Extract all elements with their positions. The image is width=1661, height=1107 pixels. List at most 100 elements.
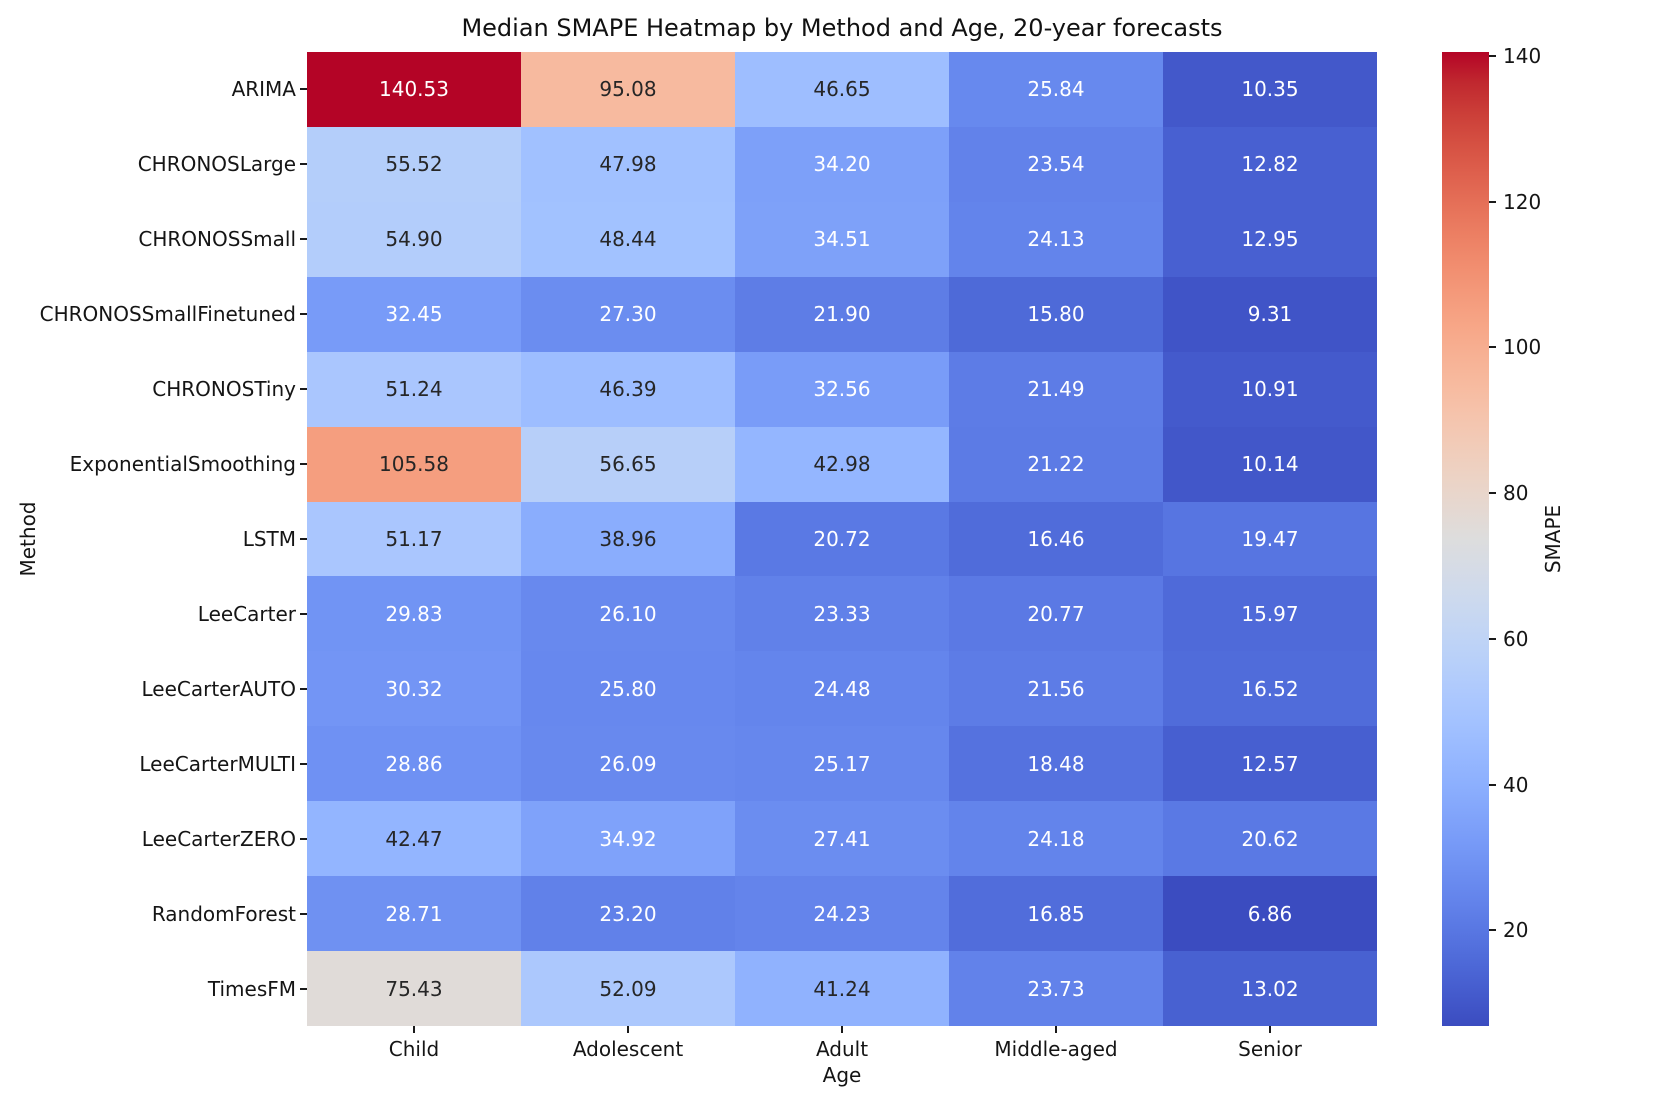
x-tick-mark — [1269, 1026, 1271, 1033]
heatmap-cell: 6.86 — [1163, 876, 1377, 952]
y-tick-mark — [300, 88, 307, 91]
cell-value: 21.22 — [1027, 452, 1085, 477]
heatmap-cell: 24.48 — [735, 651, 949, 727]
heatmap-cell: 46.39 — [521, 351, 735, 427]
y-tick-mark — [300, 238, 307, 241]
cell-value: 21.49 — [1027, 377, 1085, 402]
heatmap-cell: 95.08 — [521, 52, 735, 127]
colorbar-tick-mark — [1489, 200, 1496, 203]
heatmap-cell: 10.35 — [1163, 52, 1377, 127]
heatmap-cell: 25.84 — [949, 52, 1163, 127]
heatmap-cell: 26.10 — [521, 576, 735, 652]
cell-value: 29.83 — [385, 601, 443, 626]
cell-value: 10.14 — [1241, 452, 1299, 477]
cell-value: 21.56 — [1027, 676, 1085, 701]
x-tick-mark — [841, 1026, 843, 1033]
colorbar-tick-label: 80 — [1503, 481, 1529, 506]
cell-value: 13.02 — [1241, 976, 1299, 1001]
chart-title: Median SMAPE Heatmap by Method and Age, … — [461, 14, 1223, 42]
heatmap-cell: 18.48 — [949, 726, 1163, 802]
heatmap-cell: 16.52 — [1163, 651, 1377, 727]
y-tick-mark — [300, 912, 307, 915]
heatmap-cell: 20.77 — [949, 576, 1163, 652]
colorbar-tick-label: 140 — [1503, 43, 1542, 68]
heatmap-cell: 75.43 — [307, 951, 521, 1026]
heatmap-cell: 48.44 — [521, 201, 735, 277]
x-tick-label: Middle-aged — [994, 1037, 1118, 1061]
x-tick-label: Child — [388, 1037, 440, 1061]
cell-value: 18.48 — [1027, 751, 1085, 776]
colorbar-tick-mark — [1489, 929, 1496, 932]
heatmap-cell: 21.22 — [949, 426, 1163, 502]
heatmap-cell: 15.80 — [949, 276, 1163, 352]
heatmap-cell: 20.72 — [735, 501, 949, 577]
heatmap-cell: 34.92 — [521, 801, 735, 877]
heatmap-cell: 19.47 — [1163, 501, 1377, 577]
y-tick-label: CHRONOSTiny — [152, 377, 296, 402]
colorbar-tick-label: 60 — [1503, 626, 1529, 651]
cell-value: 32.45 — [385, 302, 443, 327]
y-tick-mark — [300, 762, 307, 765]
cell-value: 25.80 — [599, 676, 657, 701]
cell-value: 24.23 — [813, 901, 871, 926]
heatmap-cell: 54.90 — [307, 201, 521, 277]
heatmap-cell: 25.17 — [735, 726, 949, 802]
heatmap-cell: 41.24 — [735, 951, 949, 1026]
heatmap-cell: 29.83 — [307, 576, 521, 652]
cell-value: 23.54 — [1027, 152, 1085, 177]
cell-value: 41.24 — [813, 976, 871, 1001]
heatmap-cell: 32.45 — [307, 276, 521, 352]
cell-value: 12.95 — [1241, 227, 1299, 252]
x-tick-label: Adolescent — [572, 1037, 684, 1061]
cell-value: 27.30 — [599, 302, 657, 327]
cell-value: 95.08 — [599, 77, 657, 102]
heatmap-cell: 12.95 — [1163, 201, 1377, 277]
colorbar-tick-label: 100 — [1503, 335, 1542, 360]
cell-value: 23.20 — [599, 901, 657, 926]
heatmap-cell: 13.02 — [1163, 951, 1377, 1026]
heatmap-cell: 51.17 — [307, 501, 521, 577]
cell-value: 75.43 — [385, 976, 443, 1001]
heatmap-cell: 24.18 — [949, 801, 1163, 877]
cell-value: 34.20 — [813, 152, 871, 177]
heatmap-cell: 42.98 — [735, 426, 949, 502]
heatmap-cell: 27.30 — [521, 276, 735, 352]
cell-value: 51.24 — [385, 377, 443, 402]
y-tick-label: LeeCarterMULTI — [139, 751, 296, 776]
heatmap-cell: 16.46 — [949, 501, 1163, 577]
cell-value: 15.97 — [1241, 601, 1299, 626]
colorbar-tick-label: 20 — [1503, 918, 1529, 943]
x-tick-label: Adult — [815, 1037, 869, 1061]
cell-value: 47.98 — [599, 152, 657, 177]
y-tick-label: LeeCarterAUTO — [141, 676, 297, 701]
y-tick-mark — [300, 612, 307, 615]
cell-value: 6.86 — [1247, 901, 1293, 926]
heatmap-cell: 21.90 — [735, 276, 949, 352]
heatmap-cell: 26.09 — [521, 726, 735, 802]
colorbar-tick-label: 40 — [1503, 772, 1529, 797]
heatmap-cell: 32.56 — [735, 351, 949, 427]
cell-value: 28.71 — [385, 901, 443, 926]
y-tick-mark — [300, 388, 307, 391]
heatmap-cell: 51.24 — [307, 351, 521, 427]
heatmap-cell: 20.62 — [1163, 801, 1377, 877]
cell-value: 46.39 — [599, 377, 657, 402]
y-tick-label: CHRONOSLarge — [137, 152, 296, 177]
cell-value: 55.52 — [385, 152, 443, 177]
cell-value: 38.96 — [599, 526, 657, 551]
x-tick-mark — [627, 1026, 629, 1033]
colorbar-tick-mark — [1489, 492, 1496, 495]
cell-value: 19.47 — [1241, 526, 1299, 551]
cell-value: 42.98 — [813, 452, 871, 477]
cell-value: 16.46 — [1027, 526, 1085, 551]
colorbar-tick-mark — [1489, 54, 1496, 57]
heatmap-cell: 24.23 — [735, 876, 949, 952]
cell-value: 42.47 — [385, 826, 443, 851]
cell-value: 34.51 — [813, 227, 871, 252]
heatmap-cell: 140.53 — [307, 52, 521, 127]
colorbar-label: SMAPE — [1541, 504, 1565, 574]
y-tick-mark — [300, 313, 307, 316]
cell-value: 48.44 — [599, 227, 657, 252]
cell-value: 105.58 — [379, 452, 449, 477]
